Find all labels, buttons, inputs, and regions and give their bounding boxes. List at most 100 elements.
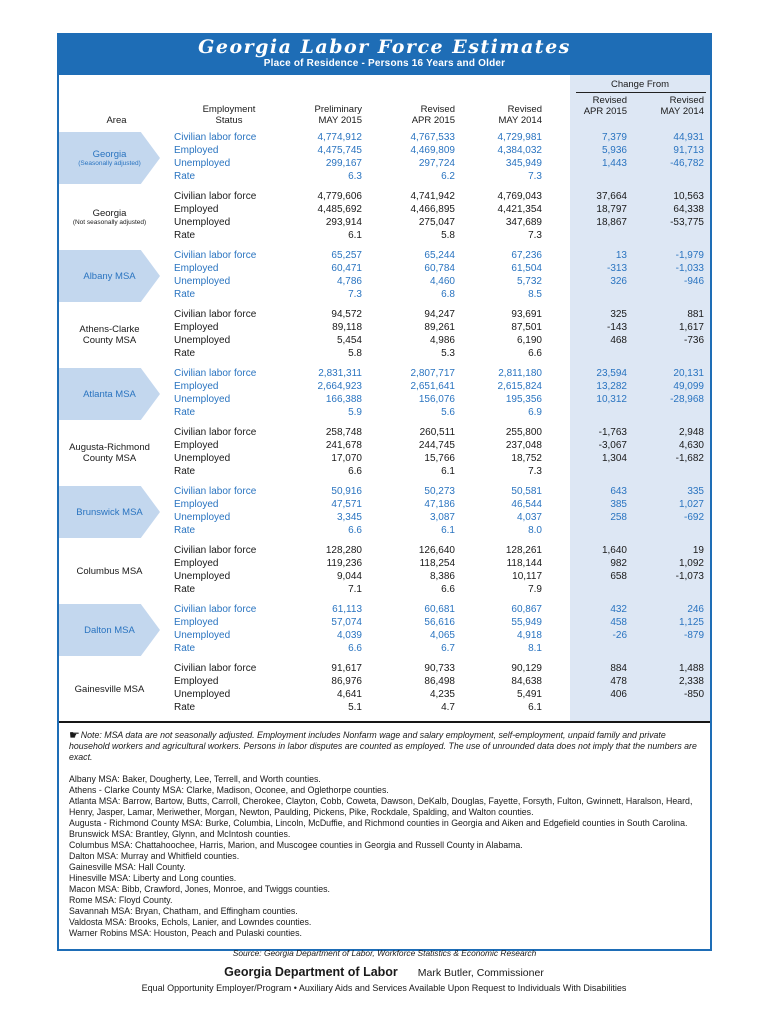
- value-change-from-may-2014: [627, 347, 704, 360]
- value-revised-apr-2015: 94,247: [424, 309, 455, 320]
- value-revised-may-2014: 10,117: [512, 571, 542, 582]
- value-revised-may-2014: 4,918: [516, 630, 542, 641]
- value-change-from-may-2014: [627, 406, 704, 419]
- value-change-from-apr-2015: 385: [610, 499, 627, 510]
- value-change-from-apr-2015: 18,797: [596, 204, 627, 215]
- value-change-from-may-2014: 1,027: [678, 499, 704, 510]
- area-block: Atlanta MSA Civilian labor force 2,831,311…: [59, 367, 710, 426]
- labor-force-table: Area Employment Status Preliminary MAY 2…: [59, 75, 710, 721]
- value-change-from-may-2014: 20,131: [673, 368, 704, 379]
- value-change-from-may-2014: [627, 583, 704, 596]
- value-change-from-may-2014: 4,630: [678, 440, 704, 451]
- msa-definition-line: Brunswick MSA: Brantley, Glynn, and McIn…: [69, 829, 291, 839]
- area-arrow: Georgia (Not seasonally adjusted): [59, 191, 160, 243]
- value-revised-apr-2015: 118,254: [419, 558, 455, 569]
- value-change-from-apr-2015: -3,067: [598, 440, 627, 451]
- value-preliminary-may-2015: 4,485,692: [317, 204, 363, 215]
- value-revised-apr-2015: 15,766: [424, 453, 455, 464]
- page-footer: Georgia Department of Labor Mark Butler, …: [0, 963, 768, 993]
- value-revised-apr-2015: 2,651,641: [410, 381, 456, 392]
- value-change-from-may-2014: -1,979: [675, 250, 704, 261]
- value-revised-apr-2015: 297,724: [418, 158, 455, 169]
- value-revised-may-2014: 50,581: [511, 486, 542, 497]
- table-row: Rate 6.3 6.2 7.3: [174, 170, 710, 183]
- value-revised-may-2014: 60,867: [511, 604, 542, 615]
- value-preliminary-may-2015: 4,779,606: [317, 191, 363, 202]
- value-revised-may-2014: 7.3: [528, 171, 542, 182]
- employment-status-label: Civilian labor force: [174, 191, 257, 202]
- value-revised-apr-2015: 4,986: [429, 335, 455, 346]
- table-row: Employed 119,236 118,254 118,144 982 1,092: [174, 557, 710, 570]
- value-preliminary-may-2015: 241,678: [325, 440, 362, 451]
- value-change-from-may-2014: 881: [687, 309, 704, 320]
- value-change-from-apr-2015: 643: [610, 486, 627, 497]
- value-preliminary-may-2015: 6.3: [348, 171, 362, 182]
- table-row: Unemployed 299,167 297,724 345,949 1,443 -46,…: [174, 157, 710, 170]
- document-title: Georgia Labor Force Estimates: [198, 36, 571, 58]
- area-name: Columbus MSA: [76, 565, 143, 577]
- value-revised-may-2014: 6.1: [528, 702, 542, 713]
- value-revised-apr-2015: 6.8: [441, 289, 455, 300]
- area-name: Georgia: [92, 207, 127, 219]
- employment-status-label: Unemployed: [174, 276, 231, 287]
- area-arrow: Gainesville MSA: [59, 663, 160, 715]
- value-revised-may-2014: 6,190: [516, 335, 542, 346]
- value-revised-apr-2015: 65,244: [424, 250, 455, 261]
- table-row: Civilian labor force 2,831,311 2,807,717 2,…: [174, 367, 710, 380]
- value-revised-apr-2015: 6.2: [441, 171, 455, 182]
- value-preliminary-may-2015: 5.8: [348, 348, 362, 359]
- value-change-from-apr-2015: 458: [610, 617, 627, 628]
- employment-status-label: Unemployed: [174, 630, 231, 641]
- value-change-from-may-2014: 91,713: [673, 145, 704, 156]
- value-revised-may-2014: 237,048: [505, 440, 542, 451]
- footer-commissioner: Mark Butler, Commissioner: [417, 967, 544, 979]
- value-revised-apr-2015: 56,616: [424, 617, 455, 628]
- value-change-from-apr-2015: 18,867: [596, 217, 627, 228]
- change-from-panel-background: [570, 75, 710, 721]
- value-revised-may-2014: 7.9: [528, 584, 542, 595]
- area-arrow: Brunswick MSA: [59, 486, 160, 538]
- value-revised-apr-2015: 60,784: [424, 263, 455, 274]
- pointing-hand-icon: ☛: [69, 728, 80, 742]
- document-subtitle: Place of Residence - Persons 16 Years an…: [263, 58, 506, 69]
- value-revised-apr-2015: 5.3: [441, 348, 455, 359]
- value-change-from-apr-2015: 658: [610, 571, 627, 582]
- table-row: Unemployed 3,345 3,087 4,037 258 -692: [174, 511, 710, 524]
- value-revised-may-2014: 255,800: [505, 427, 542, 438]
- value-revised-may-2014: 347,689: [505, 217, 542, 228]
- value-change-from-may-2014: [627, 465, 704, 478]
- column-header-change-revised-apr-2015: Revised APR 2015: [583, 95, 627, 117]
- value-change-from-apr-2015: 432: [610, 604, 627, 615]
- value-change-from-apr-2015: -313: [606, 263, 627, 274]
- value-revised-apr-2015: 4,469,809: [410, 145, 456, 156]
- value-change-from-may-2014: -736: [683, 335, 704, 346]
- table-row: Employed 4,485,692 4,466,895 4,421,354 18,79…: [174, 203, 710, 216]
- table-row: Rate 6.6 6.1 7.3: [174, 465, 710, 478]
- value-revised-apr-2015: 126,640: [418, 545, 455, 556]
- value-preliminary-may-2015: 86,976: [331, 676, 362, 687]
- value-revised-may-2014: 87,501: [511, 322, 542, 333]
- value-change-from-may-2014: -946: [683, 276, 704, 287]
- value-preliminary-may-2015: 17,070: [331, 453, 362, 464]
- column-header-change-revised-may-2014: Revised MAY 2014: [660, 95, 704, 117]
- area-arrow: Columbus MSA: [59, 545, 160, 597]
- value-change-from-apr-2015: -1,763: [598, 427, 627, 438]
- employment-status-label: Rate: [174, 289, 196, 300]
- value-revised-apr-2015: 260,511: [419, 427, 455, 438]
- table-row: Civilian labor force 94,572 94,247 93,691 32…: [174, 308, 710, 321]
- employment-status-label: Unemployed: [174, 217, 231, 228]
- value-preliminary-may-2015: 94,572: [331, 309, 362, 320]
- value-preliminary-may-2015: 60,471: [331, 263, 362, 274]
- employment-status-label: Unemployed: [174, 335, 231, 346]
- value-revised-apr-2015: 275,047: [418, 217, 455, 228]
- msa-definition-line: Albany MSA: Baker, Dougherty, Lee, Terre…: [69, 774, 321, 784]
- table-body: Georgia (Seasonally adjusted) Civilian lab…: [59, 131, 710, 721]
- value-change-from-may-2014: -850: [683, 689, 704, 700]
- area-arrow: Dalton MSA: [59, 604, 160, 656]
- value-preliminary-may-2015: 89,118: [332, 322, 362, 333]
- table-row: Employed 89,118 89,261 87,501 -143 1,617: [174, 321, 710, 334]
- value-change-from-may-2014: 49,099: [673, 381, 704, 392]
- table-row: Unemployed 9,044 8,386 10,117 658 -1,073: [174, 570, 710, 583]
- employment-status-label: Rate: [174, 407, 196, 418]
- value-revised-may-2014: 90,129: [511, 663, 542, 674]
